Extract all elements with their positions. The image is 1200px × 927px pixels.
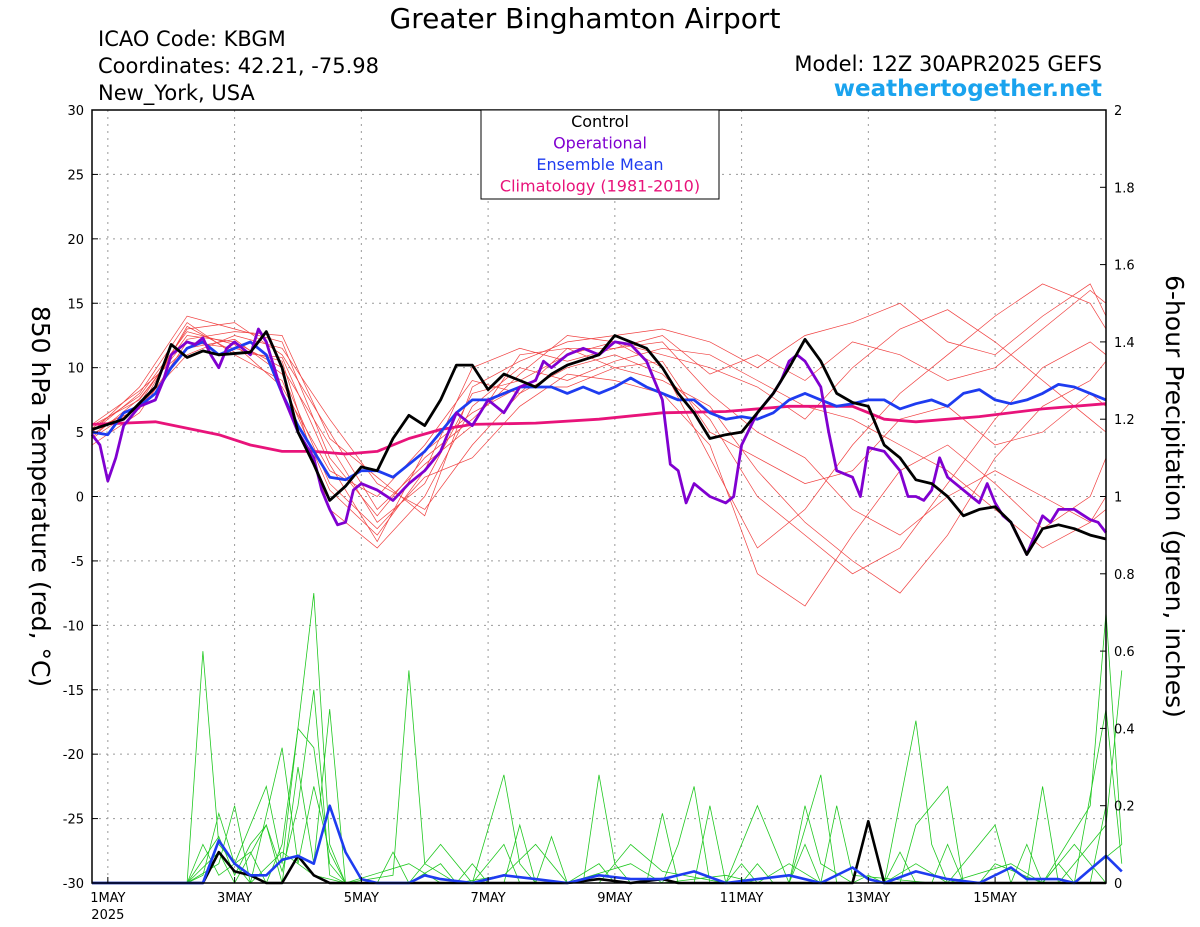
left-axis-ticks: 30 25 20 15 10 5 0 -5 -10 -15 -20 -25 -30 xyxy=(63,104,98,892)
legend-entry: Operational xyxy=(553,134,647,153)
y-tick-label: -25 xyxy=(63,813,84,828)
site-name: weathertogether.net xyxy=(833,76,1102,102)
x-tick-label: 3MAY xyxy=(217,891,252,906)
temp-series-climatology- xyxy=(91,402,1107,456)
temp-member-line xyxy=(91,325,1107,543)
precip-member-line xyxy=(92,593,1123,885)
legend-box xyxy=(480,109,720,200)
legend-entry: Climatology (1981-2010) xyxy=(500,177,700,196)
x-tick-label: 9MAY xyxy=(597,891,632,906)
y2-tick-label: 0.8 xyxy=(1114,568,1135,583)
y2-tick-label: 1 xyxy=(1114,491,1122,506)
legend: Control Operational Ensemble Mean Climatolo… xyxy=(480,109,720,200)
temp-member-line xyxy=(91,331,1107,575)
grid xyxy=(92,109,1106,884)
y2-tick-label: 1.2 xyxy=(1114,413,1135,428)
x-axis-ticks: 1MAY 2025 3MAY 5MAY 7MAY 9MAY 11MAY 13MAY 15MAY xyxy=(90,877,1017,923)
y2-tick-label: 2 xyxy=(1114,104,1122,119)
x-tick-label: 5MAY xyxy=(344,891,379,906)
precip-member-line xyxy=(92,747,1107,884)
y-tick-label: -5 xyxy=(71,555,84,570)
precip-members xyxy=(92,593,1123,885)
temp-series-ensemble-mean xyxy=(91,340,1107,482)
temp-member-line xyxy=(91,338,1107,607)
y2-tick-label: 0 xyxy=(1114,877,1122,892)
temp-member-line xyxy=(91,341,1107,549)
y-tick-label: 10 xyxy=(67,362,84,377)
temp-series-operational xyxy=(90,327,1108,556)
y2-tick-label: 1.4 xyxy=(1114,336,1135,351)
y-tick-label: 30 xyxy=(67,104,84,119)
y-tick-label: 0 xyxy=(76,491,84,506)
y2-tick-label: 0.6 xyxy=(1114,645,1135,660)
temp-member-line xyxy=(91,309,1107,517)
y-tick-label: 5 xyxy=(76,426,84,441)
precip-member-line xyxy=(92,670,1123,884)
temp-members xyxy=(91,283,1107,607)
y2-tick-label: 1.8 xyxy=(1114,181,1135,196)
x-tick-sublabel: 2025 xyxy=(91,908,124,923)
precip-member-line xyxy=(92,689,1123,884)
series-lines xyxy=(90,327,1123,885)
y-tick-label: 20 xyxy=(67,233,84,248)
legend-entry: Control xyxy=(571,112,629,131)
y-tick-label: -10 xyxy=(63,619,84,634)
y-tick-label: -30 xyxy=(63,877,84,892)
location: New_York, USA xyxy=(98,81,255,105)
legend-entry: Ensemble Mean xyxy=(536,155,663,174)
temp-series-control xyxy=(91,330,1107,556)
y-tick-label: 15 xyxy=(67,297,84,312)
temp-member-line xyxy=(91,283,1107,549)
x-tick-label: 7MAY xyxy=(470,891,505,906)
x-tick-label: 11MAY xyxy=(720,891,764,906)
icao-code: ICAO Code: KBGM xyxy=(98,27,286,51)
y-tick-label: 25 xyxy=(67,168,84,183)
y-tick-label: -15 xyxy=(63,684,84,699)
left-axis-label: 850 hPa Temperature (red, °C) xyxy=(26,306,55,687)
right-axis-ticks: 2 1.8 1.6 1.4 1.2 1 0.8 0.6 0.4 0.2 0 xyxy=(1100,104,1135,892)
precip-member-line xyxy=(92,651,1123,884)
x-tick-label: 1MAY xyxy=(90,891,125,906)
y-tick-label: -20 xyxy=(63,748,84,763)
y2-tick-label: 0.4 xyxy=(1114,722,1135,737)
chart-title: Greater Binghamton Airport xyxy=(389,2,781,35)
coordinates: Coordinates: 42.21, -75.98 xyxy=(98,54,379,78)
right-axis-label: 6-hour Precipitation (green, inches) xyxy=(1160,275,1189,718)
y2-tick-label: 0.2 xyxy=(1114,800,1135,815)
model-run: Model: 12Z 30APR2025 GEFS xyxy=(794,52,1102,76)
y2-tick-label: 1.6 xyxy=(1114,259,1135,274)
x-tick-label: 15MAY xyxy=(973,891,1017,906)
x-tick-label: 13MAY xyxy=(847,891,891,906)
